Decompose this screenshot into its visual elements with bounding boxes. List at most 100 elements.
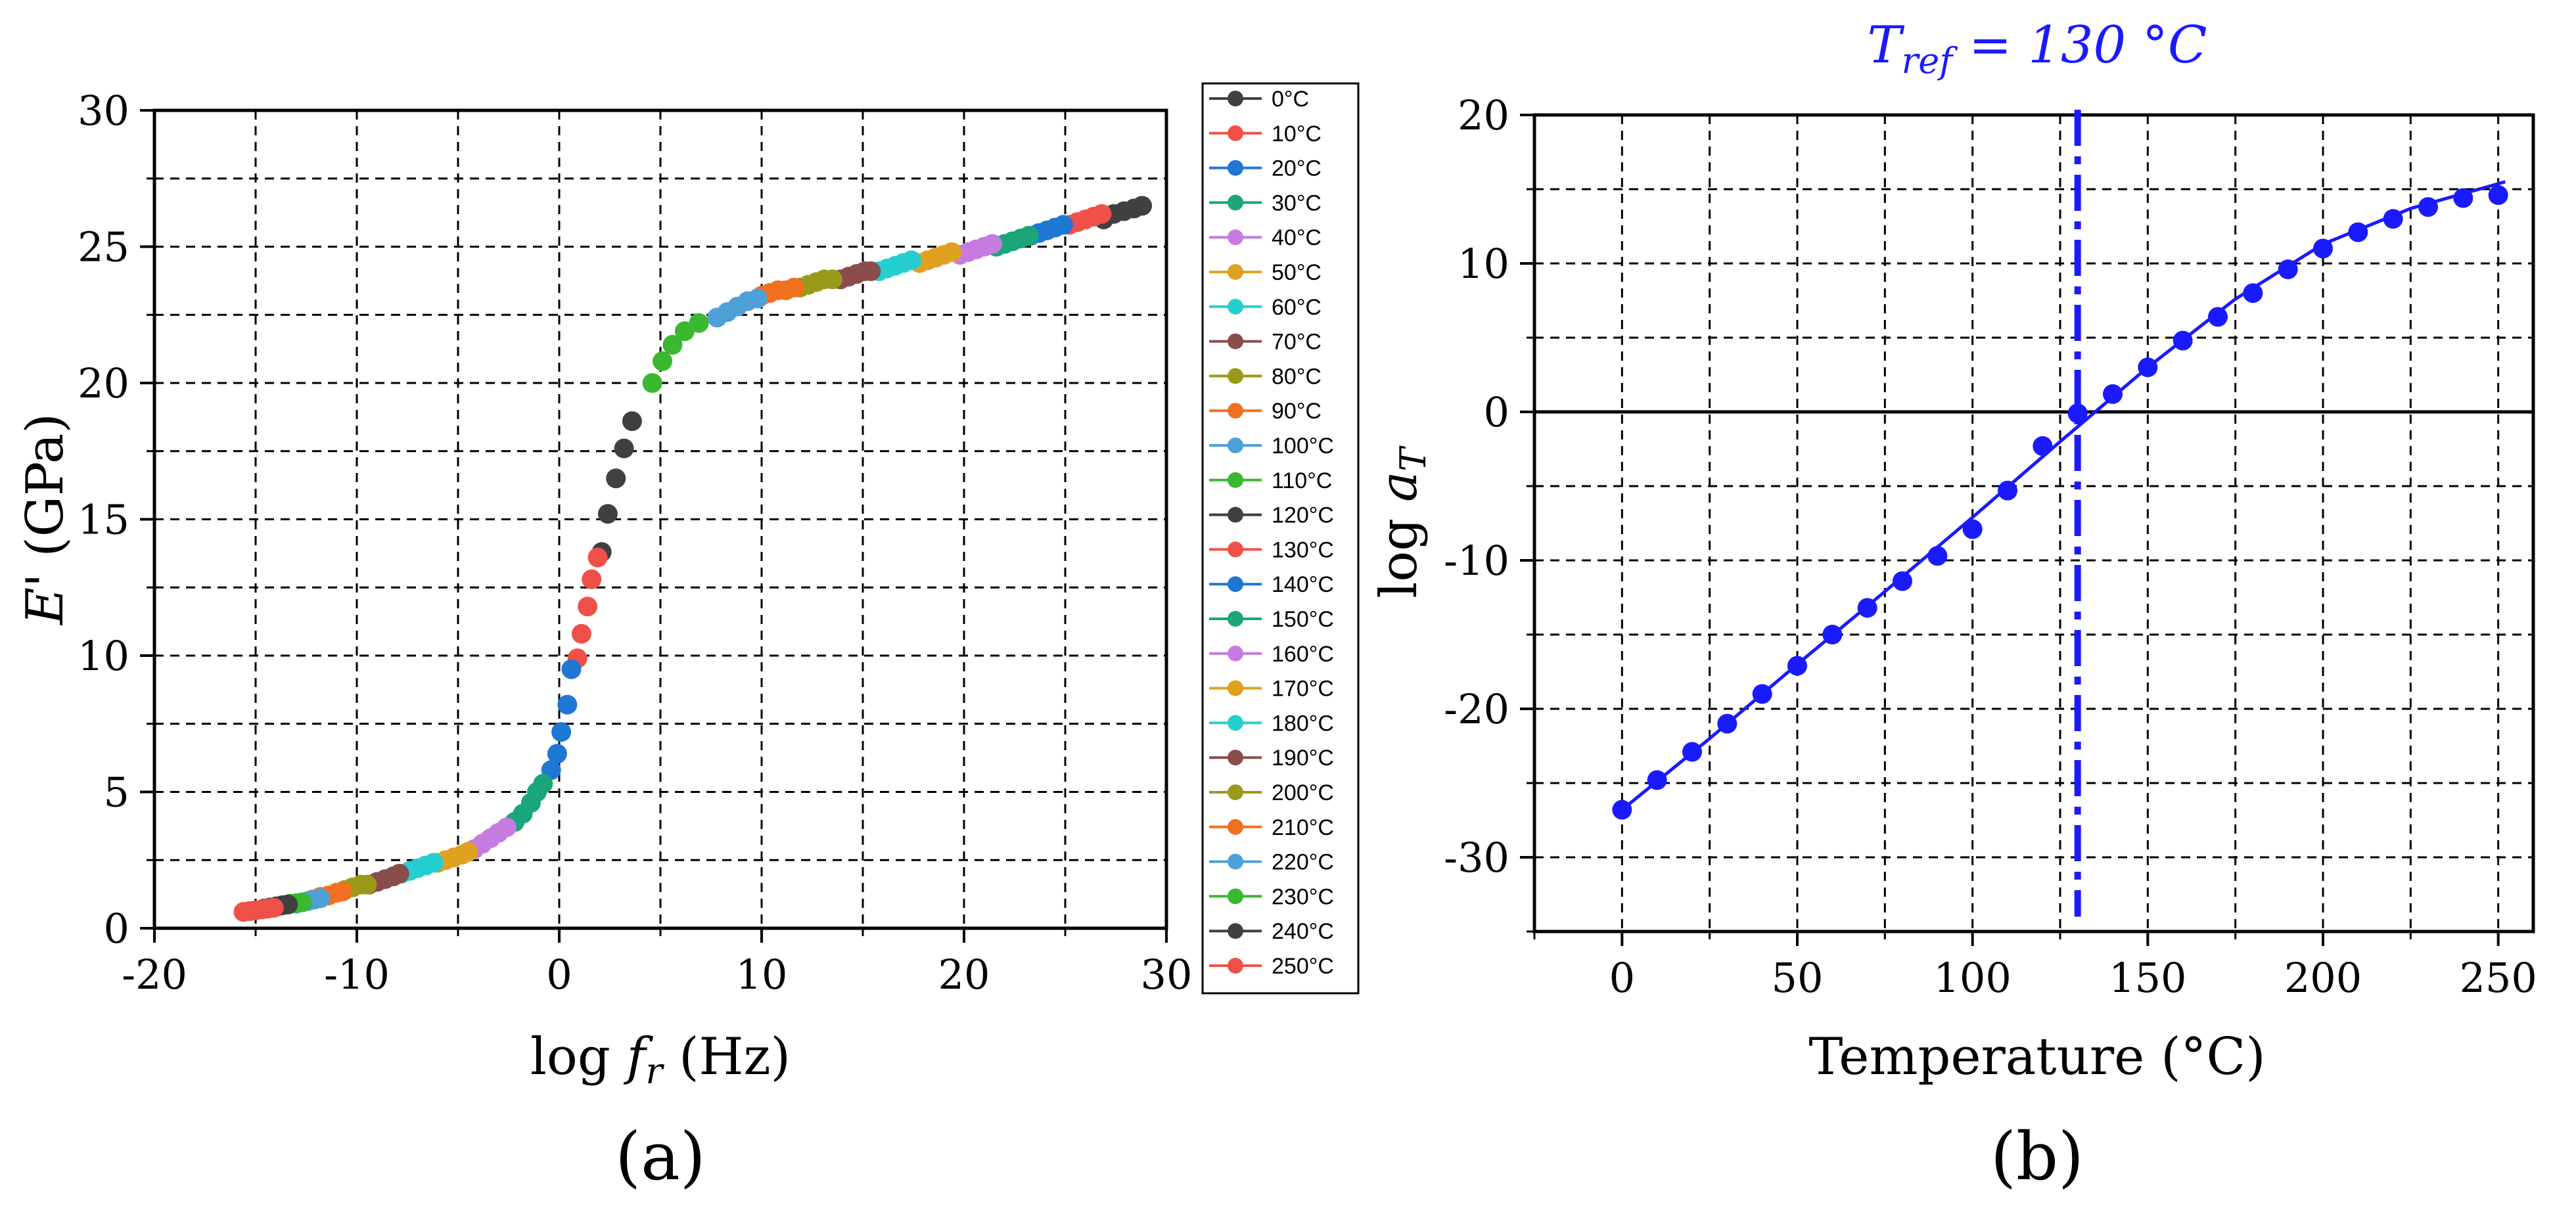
chart-a-legend-entry: 100°C: [1209, 434, 1334, 459]
chart-a-xtick-label: 0: [546, 951, 572, 999]
chart-b-point: [2173, 330, 2193, 351]
chart-a-legend-marker: [1228, 368, 1243, 384]
chart-a-legend-entry: 140°C: [1209, 572, 1334, 597]
chart-a-point: [578, 596, 598, 617]
chart-b-ticks: 0 50 100 150 200 250 -30 -20 -10 0 10 20: [1444, 91, 2537, 1002]
chart-a-ytick-label: 25: [78, 223, 129, 271]
chart-b-xtick-label: 150: [2109, 954, 2186, 1002]
chart-a-point: [571, 623, 591, 644]
chart-a-panel-label: (a): [615, 1118, 706, 1195]
chart-b-point: [2453, 188, 2473, 208]
chart-a-series: [505, 774, 553, 832]
chart-a-series: [707, 288, 768, 328]
chart-a-point: [424, 853, 444, 873]
chart-a-ticks: -20 -10 0 10 20 30 0 5 10 15 20 25 30: [78, 87, 1192, 999]
chart-a-legend-label: 0°C: [1272, 87, 1309, 112]
chart-b-point: [2138, 357, 2158, 378]
chart-a-xtick-label: -20: [122, 951, 187, 999]
chart-a-legend-entry: 160°C: [1209, 642, 1334, 667]
chart-a-legend-entry: 110°C: [1209, 468, 1332, 493]
chart-a-legend-marker: [1228, 506, 1243, 523]
chart-a-legend-marker: [1228, 194, 1243, 211]
chart-a-xtick-label: 20: [938, 951, 990, 999]
chart-b-xtick-label: 100: [1933, 954, 2011, 1002]
chart-a-legend-label: 180°C: [1272, 711, 1334, 736]
chart-a-legend-label: 20°C: [1272, 156, 1322, 181]
chart-a-legend-label: 240°C: [1272, 919, 1334, 944]
chart-a-point: [533, 774, 553, 794]
chart-a-legend-label: 120°C: [1272, 503, 1334, 528]
chart-a-point: [264, 897, 284, 918]
chart-b-title: Tref = 130 °C: [1867, 16, 2207, 81]
chart-a-legend-entry: 130°C: [1209, 537, 1334, 562]
chart-a-data-points: [233, 196, 1153, 922]
chart-b-ytick-label: -10: [1444, 537, 1509, 585]
chart-b-point: [1612, 799, 1632, 820]
chart-a-point: [642, 373, 662, 393]
chart-b-panel-label: (b): [1990, 1118, 2084, 1195]
chart-b-ylabel: log aT: [1369, 445, 1434, 598]
chart-a-point: [1132, 196, 1153, 216]
chart-b-point: [1822, 625, 1843, 644]
chart-b-point: [1717, 713, 1737, 734]
chart-a-legend-label: 60°C: [1272, 295, 1322, 320]
chart-a-point: [458, 842, 478, 862]
chart-a-point: [822, 269, 842, 290]
chart-a-legend-marker: [1228, 645, 1243, 662]
chart-b-point: [2067, 403, 2088, 424]
chart-a-legend-entry: 170°C: [1209, 677, 1334, 702]
chart-a-legend-marker: [1228, 576, 1243, 593]
chart-a-ytick-label: 10: [78, 632, 129, 680]
chart-b-point: [1927, 546, 1948, 566]
chart-b-ytick-label: 20: [1458, 91, 1509, 139]
chart-a-series: [869, 250, 921, 281]
chart-a-point: [333, 881, 353, 901]
chart-a-legend-label: 160°C: [1272, 642, 1334, 667]
chart-a-point: [653, 351, 673, 371]
chart-a-legend-marker: [1228, 438, 1243, 453]
chart-a-legend-label: 90°C: [1272, 399, 1322, 424]
chart-a-point: [689, 313, 709, 333]
chart-b-xtick-label: 200: [2284, 954, 2362, 1002]
chart-a-legend-marker: [1228, 125, 1243, 141]
chart-a-ytick-label: 5: [104, 769, 129, 817]
chart-a-legend-entry: 50°C: [1209, 260, 1322, 285]
chart-a-point: [1092, 204, 1112, 224]
chart-a-legend-entry: 240°C: [1209, 919, 1334, 944]
chart-a-legend-label: 80°C: [1272, 364, 1322, 389]
chart-b-point: [1962, 519, 1983, 539]
chart-a-legend-entry: 20°C: [1209, 156, 1322, 181]
chart-a-legend-label: 30°C: [1272, 191, 1322, 215]
chart-b-point: [1752, 684, 1772, 704]
chart-a-legend-label: 110°C: [1272, 468, 1332, 493]
chart-a-legend-entry: 30°C: [1209, 191, 1322, 215]
chart-a-legend-marker: [1228, 298, 1243, 315]
chart-a-point: [582, 569, 602, 589]
chart-a-legend-label: 170°C: [1272, 677, 1334, 702]
chart-a-legend-marker: [1228, 680, 1243, 696]
chart-a-legend-label: 100°C: [1272, 434, 1334, 459]
chart-b-ytick-label: -30: [1444, 834, 1509, 882]
chart-b-point: [2033, 436, 2053, 456]
chart-a-legend-marker: [1228, 472, 1243, 488]
chart-a-legend-marker: [1228, 958, 1243, 974]
chart-a-legend-label: 190°C: [1272, 746, 1334, 771]
chart-a-legend-marker: [1228, 784, 1243, 800]
chart-a-legend-marker: [1228, 403, 1243, 419]
chart-b-point: [2103, 384, 2123, 404]
chart-a-point: [901, 250, 921, 271]
chart-b-plot-frame: [1532, 113, 2535, 933]
chart-b-point: [1893, 571, 1912, 591]
chart-a-series: [541, 659, 582, 780]
chart-a-series: [233, 897, 284, 922]
chart-b-point: [1998, 480, 2017, 501]
chart-a-ytick-label: 30: [78, 87, 129, 135]
chart-a-series: [567, 547, 608, 669]
chart-a-legend-label: 150°C: [1272, 607, 1334, 632]
chart-a-xlabel: log fr (Hz): [530, 1027, 791, 1092]
chart-a-legend-label: 140°C: [1272, 572, 1334, 597]
chart-a-ytick-label: 0: [104, 905, 129, 953]
chart-a-point: [557, 694, 578, 715]
chart-a-xtick-label: 10: [736, 951, 788, 999]
